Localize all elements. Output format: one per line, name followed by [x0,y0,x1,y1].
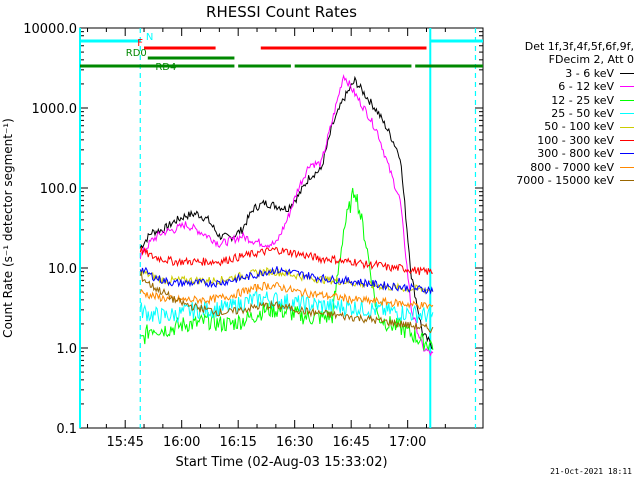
x-axis-label: Start Time (02-Aug-03 15:33:02) [175,455,387,470]
legend-entry: 800 - 7000 keV [484,161,634,174]
y-axis-label: Count Rate (s⁻¹ detector segment⁻¹) [1,118,15,338]
legend-swatch [620,86,634,88]
timestamp: 21-Oct-2021 18:11 [550,467,632,476]
legend-label: 3 - 6 keV [565,66,614,80]
y-tick-label: 10000.0 [23,22,77,37]
series-line-0 [139,75,434,350]
legend-label: 25 - 50 keV [551,107,614,121]
series-line-6 [139,266,434,295]
legend-entry: 6 - 12 keV [484,80,634,93]
legend-swatch [620,99,634,101]
legend-entry: 7000 - 15000 keV [484,174,634,187]
state-bar-label: N [146,32,153,43]
legend-entry: 50 - 100 keV [484,120,634,133]
series-line-3 [139,290,434,325]
y-tick-label: 1.0 [56,342,77,357]
y-tick-label: 100.0 [40,182,77,197]
legend-entry: 25 - 50 keV [484,107,634,120]
legend-label: 300 - 800 keV [537,147,614,161]
legend-swatch [620,73,634,75]
legend-label: 7000 - 15000 keV [516,174,614,188]
state-bar-label: F [137,38,143,49]
series-line-7 [139,281,434,310]
legend-header-line2: FDecim 2, Att 0 [548,53,634,67]
legend-label: 6 - 12 keV [558,80,614,94]
legend-swatch [620,113,634,115]
x-tick-label: 15:45 [106,435,143,450]
x-tick-label: 17:00 [389,435,426,450]
legend-entry: 100 - 300 keV [484,134,634,147]
legend-header-line1: Det 1f,3f,4f,5f,6f,9f, [524,40,634,53]
legend-entry: 12 - 25 keV [484,94,634,107]
series-line-5 [139,246,434,276]
legend-swatch [620,140,634,142]
series-line-1 [139,73,434,357]
x-tick-label: 16:00 [163,435,200,450]
legend-label: 12 - 25 keV [551,93,614,107]
state-bar-label: RD4 [155,62,176,73]
legend-entry: 3 - 6 keV [484,67,634,80]
legend-swatch [620,153,634,155]
x-tick-label: 16:15 [219,435,256,450]
x-tick-label: 16:30 [276,435,313,450]
series-line-2 [140,187,434,351]
chart-title: RHESSI Count Rates [206,3,357,21]
y-tick-label: 0.1 [56,422,77,437]
legend-label: 100 - 300 keV [537,133,614,147]
legend-label: 50 - 100 keV [544,120,614,134]
legend-swatch [620,180,634,182]
legend-swatch [620,126,634,128]
series-line-8 [139,271,434,334]
y-tick-label: 10.0 [48,262,77,277]
legend-entry: 300 - 800 keV [484,147,634,160]
legend-swatch [620,166,634,168]
legend-label: 800 - 7000 keV [530,160,614,174]
legend: Det 1f,3f,4f,5f,6f,9f, FDecim 2, Att 0 3… [484,40,634,187]
y-tick-label: 1000.0 [32,102,78,117]
x-tick-label: 16:45 [332,435,369,450]
state-bar-label: RD0 [126,48,147,59]
